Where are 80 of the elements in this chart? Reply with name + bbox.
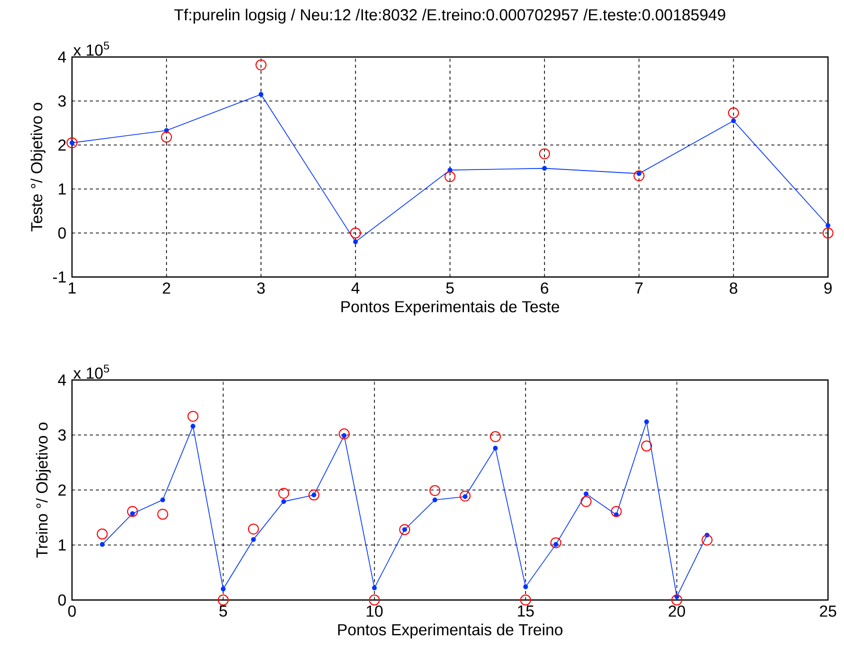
point <box>634 170 644 182</box>
point <box>520 594 532 606</box>
point <box>278 488 290 499</box>
point <box>220 586 226 592</box>
point <box>671 594 682 606</box>
point <box>432 498 438 502</box>
x-tick-label: 10 <box>366 606 383 617</box>
point <box>190 424 196 429</box>
x-axis-title: Pontos Experimentais de Treino <box>338 624 562 638</box>
y-tick-label: 0 <box>58 227 66 239</box>
point <box>308 489 320 500</box>
point <box>731 118 736 124</box>
point <box>160 498 166 502</box>
y-tick-label: 4 <box>58 374 66 386</box>
x-axis-title: Pontos Experimentais de Teste <box>341 300 560 316</box>
x-tick-label: 1 <box>68 282 76 294</box>
point <box>368 594 380 606</box>
point <box>251 537 256 542</box>
point <box>826 223 830 228</box>
point <box>702 534 713 546</box>
point <box>580 496 592 508</box>
point <box>584 491 588 496</box>
text: x 10$^{5}$ <box>73 364 110 379</box>
point <box>523 584 528 590</box>
point <box>460 490 471 502</box>
point <box>157 508 168 520</box>
x-tick-label: 2 <box>162 282 170 294</box>
point <box>187 410 198 422</box>
y-tick-label: 4 <box>58 52 66 62</box>
point <box>444 171 456 182</box>
point <box>550 537 562 548</box>
y-axis-title: Treino °/ Objetivo o <box>36 422 51 558</box>
point <box>338 428 350 440</box>
point <box>728 107 739 118</box>
x-tick-label: 25 <box>820 606 836 617</box>
point <box>539 148 550 160</box>
x-tick-label: 20 <box>668 606 686 617</box>
point <box>641 440 652 452</box>
x-tick-label: 4 <box>351 282 360 294</box>
point <box>644 419 649 424</box>
point <box>127 506 138 517</box>
point <box>248 524 259 535</box>
point <box>256 59 266 70</box>
chart-title: Tf:purelin logsig / Neu:12 /Ite:8032 /E.treino:0.000702957 /E.teste:0.00185949 <box>174 8 726 24</box>
point <box>258 92 264 97</box>
point <box>353 239 358 244</box>
y-axis-title: Teste °/ Objetivo o <box>30 102 46 232</box>
point <box>281 499 286 504</box>
point <box>492 446 498 451</box>
point <box>66 137 78 148</box>
x-tick-label: 9 <box>824 282 832 294</box>
point <box>96 528 108 540</box>
x-tick-label: 0 <box>68 606 76 617</box>
point <box>610 506 622 517</box>
y-tick-label: 1 <box>58 540 66 550</box>
point <box>542 166 547 171</box>
point <box>372 586 377 590</box>
y-tick-label: 3 <box>58 429 66 441</box>
x-tick-label: 15 <box>518 606 534 617</box>
point <box>100 542 105 547</box>
y-tick-label: 3 <box>58 95 66 107</box>
x-tick-label: 3 <box>257 282 265 294</box>
point <box>822 228 834 238</box>
y-tick-label: 1 <box>58 184 66 194</box>
y-tick-label: -1 <box>53 272 66 282</box>
x-tick-label: 5 <box>446 282 454 294</box>
point <box>218 594 229 606</box>
point <box>490 431 501 442</box>
point <box>350 228 361 238</box>
point <box>399 524 410 536</box>
text: x 10$^{5}$ <box>73 42 110 56</box>
y-tick-label: 2 <box>58 484 66 496</box>
x-tick-label: 7 <box>635 282 643 294</box>
x-tick-label: 5 <box>219 606 227 617</box>
point <box>161 132 172 143</box>
x-tick-label: 8 <box>730 282 738 294</box>
y-tick-label: 2 <box>58 139 66 151</box>
point <box>429 485 440 496</box>
y-tick-label: 0 <box>58 594 66 606</box>
x-tick-label: 6 <box>540 282 548 294</box>
